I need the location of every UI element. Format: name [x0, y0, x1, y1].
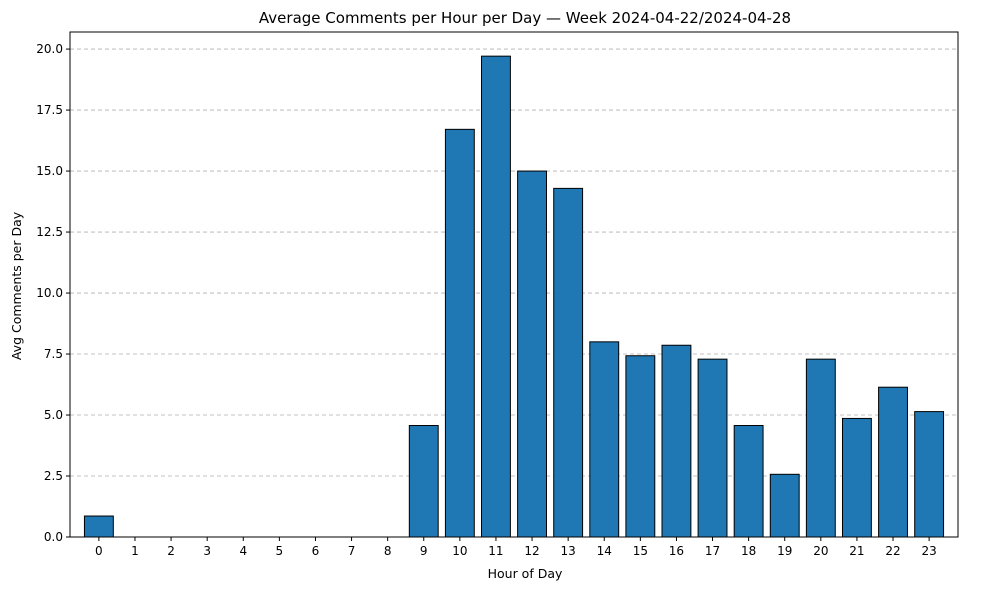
bar-hour-22 — [878, 386, 908, 538]
x-tick-label: 1 — [131, 544, 139, 558]
chart-title: Average Comments per Hour per Day — Week… — [259, 9, 791, 27]
y-tick-label: 0.0 — [44, 530, 63, 544]
bar-hour-18 — [733, 425, 764, 538]
bar-hour-14 — [589, 341, 620, 538]
x-tick-label: 21 — [849, 544, 864, 558]
x-tick-label: 3 — [203, 544, 211, 558]
x-tick-label: 0 — [95, 544, 103, 558]
x-tick-label: 19 — [777, 544, 792, 558]
x-tick-label: 18 — [741, 544, 756, 558]
y-tick-label: 5.0 — [44, 408, 63, 422]
bar-hour-19 — [769, 473, 800, 538]
grid-lines — [70, 48, 958, 477]
plot-frame — [69, 31, 959, 538]
x-tick-label: 9 — [420, 544, 428, 558]
x-tick-label: 16 — [669, 544, 684, 558]
bar-hour-17 — [697, 358, 728, 538]
bar-hour-23 — [914, 411, 945, 538]
bar-hour-13 — [553, 187, 584, 538]
y-tick-label: 10.0 — [36, 286, 63, 300]
y-tick-label: 7.5 — [44, 347, 63, 361]
x-tick-label: 22 — [885, 544, 900, 558]
x-tick-label: 20 — [813, 544, 828, 558]
x-tick-label: 7 — [348, 544, 356, 558]
x-tick-label: 11 — [488, 544, 503, 558]
bar-hour-16 — [661, 344, 692, 538]
x-tick-label: 5 — [276, 544, 284, 558]
y-tick-label: 20.0 — [36, 42, 63, 56]
bar-hour-20 — [805, 358, 836, 538]
y-tick-label: 15.0 — [36, 164, 63, 178]
x-tick-label: 15 — [633, 544, 648, 558]
bar-hour-12 — [517, 170, 547, 538]
bar-hour-10 — [444, 128, 475, 538]
y-axis-label: Avg Comments per Day — [9, 211, 24, 360]
y-tick-label: 12.5 — [36, 225, 63, 239]
x-tick-label: 23 — [921, 544, 936, 558]
bar-hour-0 — [83, 515, 114, 538]
x-tick-label: 4 — [239, 544, 247, 558]
bar-hour-11 — [481, 55, 511, 538]
x-tick-label: 8 — [384, 544, 392, 558]
x-tick-label: 14 — [597, 544, 612, 558]
bar-hour-9 — [408, 425, 439, 538]
y-tick-label: 2.5 — [44, 469, 63, 483]
x-tick-label: 17 — [705, 544, 720, 558]
x-tick-label: 13 — [561, 544, 576, 558]
x-axis-label: Hour of Day — [488, 566, 563, 581]
x-tick-label: 12 — [524, 544, 539, 558]
x-tick-label: 10 — [452, 544, 467, 558]
x-tick-label: 2 — [167, 544, 175, 558]
y-tick-label: 17.5 — [36, 103, 63, 117]
bar-hour-21 — [841, 417, 872, 538]
bars — [83, 55, 945, 538]
axes: 0.02.55.07.510.012.515.017.520.00 1 2 3 4 5 6 7… — [36, 31, 959, 558]
bar-hour-15 — [625, 355, 656, 538]
x-tick-label: 6 — [312, 544, 320, 558]
